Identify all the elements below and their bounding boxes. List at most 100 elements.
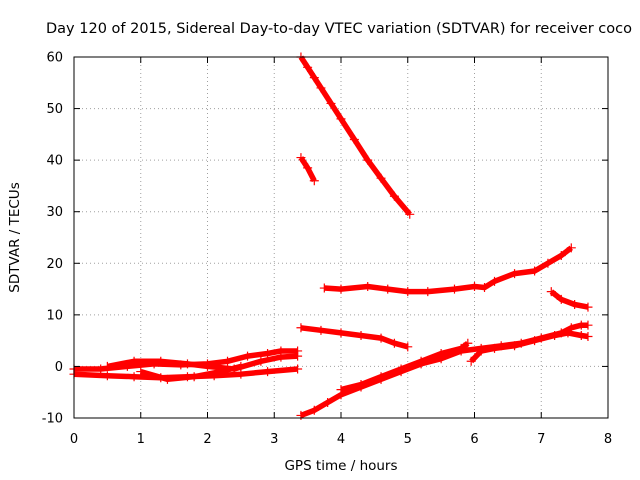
series-arc-k: [466, 328, 593, 366]
data-point: [550, 330, 560, 340]
data-point: [456, 343, 466, 353]
data-point: [129, 372, 139, 382]
series-trace: [549, 289, 589, 310]
x-tick-label: 8: [604, 432, 612, 447]
data-point: [543, 258, 553, 268]
data-point: [336, 328, 346, 338]
data-point: [383, 284, 393, 294]
data-point: [309, 405, 319, 415]
data-point: [480, 283, 490, 293]
data-point: [323, 398, 333, 408]
series-arc-g: [319, 243, 576, 297]
data-point: [336, 284, 346, 294]
data-point: [583, 332, 593, 342]
data-point: [96, 364, 106, 374]
data-point: [243, 351, 253, 361]
data-point: [490, 343, 500, 353]
data-point: [309, 73, 319, 83]
data-point: [293, 364, 303, 374]
plot-frame: [73, 56, 609, 419]
data-point: [236, 369, 246, 379]
data-point: [216, 367, 226, 377]
x-tick-label: 0: [70, 432, 78, 447]
data-point: [423, 287, 433, 297]
x-tick-label: 7: [537, 432, 545, 447]
data-point: [316, 325, 326, 335]
series-trace: [469, 330, 589, 364]
series-trace: [340, 341, 470, 393]
data-point: [319, 283, 329, 293]
y-axis-label: SDTVAR / TECUs: [7, 182, 23, 292]
data-point: [356, 379, 366, 389]
x-tick-label: 4: [337, 432, 345, 447]
data-point: [530, 266, 540, 276]
series-arc-h: [296, 323, 413, 352]
series-trace: [298, 55, 412, 217]
data-point: [162, 374, 172, 384]
data-point: [102, 361, 112, 371]
y-tick-label: 10: [46, 308, 63, 323]
data-point: [463, 338, 473, 348]
data-point: [363, 281, 373, 291]
y-tick-label: 40: [46, 154, 63, 169]
y-tick-label: -10: [42, 412, 63, 427]
data-point: [490, 276, 500, 286]
data-point: [336, 114, 346, 124]
data-point: [416, 356, 426, 366]
data-point: [563, 328, 573, 338]
data-point: [136, 367, 146, 377]
data-point: [303, 62, 313, 72]
data-point: [510, 341, 520, 351]
data-point: [576, 330, 586, 340]
data-point: [102, 371, 112, 381]
x-tick-label: 1: [137, 432, 145, 447]
data-point: [396, 364, 406, 374]
axis-ticks: 0 1 2 3 4 5 6 7 8 -10 0 10 20 30 40 50 60: [42, 51, 612, 448]
x-tick-label: 6: [470, 432, 478, 447]
data-point: [296, 153, 306, 163]
data-point: [303, 163, 313, 173]
data-point: [530, 336, 540, 346]
data-point: [546, 287, 556, 297]
series-arc-d: [136, 361, 246, 384]
data-point: [470, 281, 479, 291]
data-point: [583, 320, 593, 330]
data-point: [296, 323, 306, 333]
data-point: [376, 372, 386, 382]
data-point: [309, 176, 319, 186]
data-point: [349, 135, 359, 145]
data-point: [356, 330, 366, 340]
data-point: [436, 349, 446, 359]
data-point: [405, 209, 415, 219]
data-point: [403, 342, 413, 352]
x-tick-label: 2: [203, 432, 211, 447]
y-tick-label: 20: [46, 257, 63, 272]
y-tick-label: 0: [55, 360, 63, 375]
data-point: [389, 191, 399, 201]
data-point: [510, 269, 520, 279]
data-point: [363, 155, 373, 165]
y-tick-label: 60: [46, 51, 63, 66]
data-point: [466, 356, 476, 366]
x-tick-label: 5: [404, 432, 412, 447]
data-point: [256, 356, 266, 366]
data-point: [129, 356, 139, 366]
data-point: [566, 243, 576, 253]
x-axis-label: GPS time / hours: [284, 458, 397, 474]
data-point: [326, 98, 336, 108]
data-point: [403, 287, 413, 297]
data-point: [182, 359, 192, 369]
data-point: [389, 338, 399, 348]
y-tick-label: 30: [46, 205, 63, 220]
series-arc-f: [296, 153, 319, 186]
data-point: [583, 302, 593, 312]
data-point: [203, 361, 212, 371]
chart-title: Day 120 of 2015, Sidereal Day-to-day VTE…: [46, 21, 632, 37]
grid-lines: [74, 57, 608, 418]
data-point: [449, 284, 459, 294]
data-point: [263, 367, 273, 377]
data-point: [236, 361, 246, 371]
data-point: [570, 300, 580, 310]
data-point: [376, 333, 386, 343]
